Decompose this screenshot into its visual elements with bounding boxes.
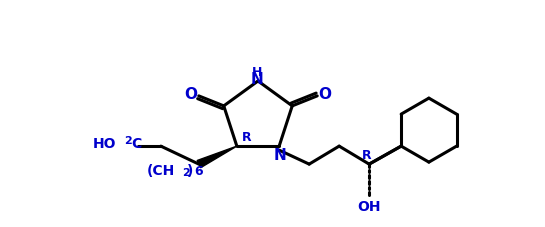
Text: 2: 2 — [124, 136, 131, 146]
Text: (CH: (CH — [147, 164, 175, 178]
Text: HO: HO — [92, 137, 116, 151]
Text: 2: 2 — [182, 168, 190, 178]
Text: 6: 6 — [194, 165, 202, 178]
Text: OH: OH — [358, 200, 381, 214]
Text: O: O — [319, 87, 332, 102]
Text: N: N — [274, 148, 287, 163]
Text: N: N — [251, 72, 263, 87]
Polygon shape — [197, 146, 237, 168]
Text: R: R — [362, 149, 372, 162]
Text: ): ) — [187, 164, 193, 178]
Text: H: H — [252, 66, 262, 79]
Text: R: R — [242, 131, 252, 144]
Text: O: O — [184, 87, 197, 102]
Text: C: C — [131, 137, 141, 151]
